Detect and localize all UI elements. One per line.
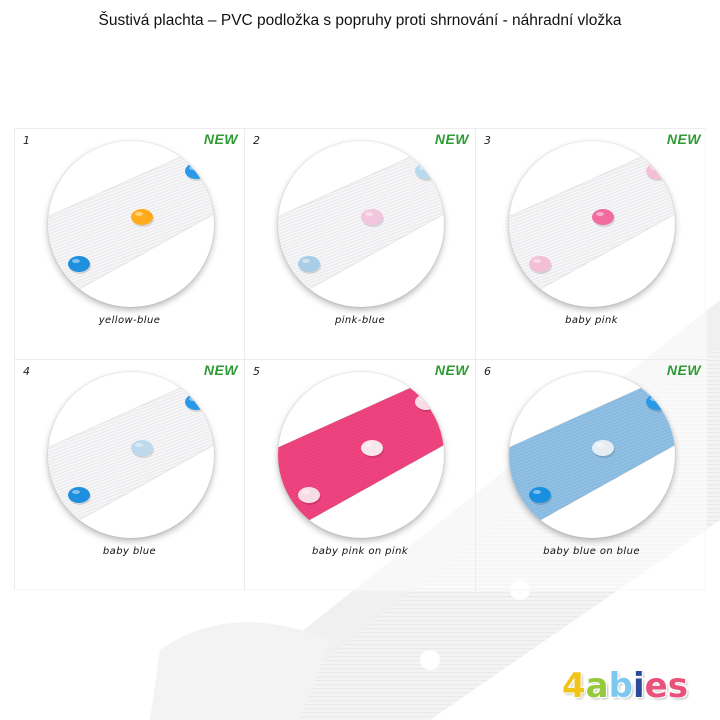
snap-back [68,487,90,503]
variant-number: 6 [484,365,491,378]
snap-front [361,440,383,456]
strap-photo [48,141,214,307]
page-title: Šustivá plachta – PVC podložka s popruhy… [98,12,622,29]
strap-photo [278,372,444,538]
snap-corner [646,394,668,410]
variant-number: 2 [253,134,260,147]
logo-letter: e [644,666,668,706]
variant-number: 4 [23,365,30,378]
new-badge: NEW [666,131,701,147]
snap-corner [415,394,437,410]
snap-front [592,209,614,225]
snap-back [298,487,320,503]
new-badge: NEW [434,362,469,378]
variant-caption: yellow-blue [98,315,161,326]
variant-caption: baby blue on blue [543,546,640,557]
snap-corner [185,394,207,410]
variant-caption: baby pink on pink [311,546,409,557]
snap-front [131,440,153,456]
variant-caption: baby blue [102,546,157,557]
strap-photo [509,141,675,307]
strap-photo [278,141,444,307]
snap-corner [185,163,207,179]
strap-photo [509,372,675,538]
variant-card-3[interactable]: 3 NEW baby pink [476,129,707,360]
snap-front [592,440,614,456]
snap-corner [415,163,437,179]
snap-back [529,487,551,503]
snap-back [68,256,90,272]
variant-number: 3 [484,134,491,147]
strap-photo [48,372,214,538]
variant-card-2[interactable]: 2 NEW pink-blue [245,129,476,360]
product-variant-grid: 1 NEW yellow-blue 2 NEW pink-blue 3 NEW baby pin… [14,128,707,591]
logo-letter: 4 [562,666,586,706]
variant-caption: baby pink [565,315,618,326]
new-badge: NEW [666,362,701,378]
4abies-logo: 4abies [562,666,702,710]
snap-back [529,256,551,272]
new-badge: NEW [203,362,238,378]
snap-front [361,209,383,225]
snap-back [298,256,320,272]
variant-number: 5 [253,365,260,378]
logo-letter: i [632,666,645,706]
variant-card-4[interactable]: 4 NEW baby blue [15,360,245,591]
snap-corner [646,163,668,179]
variant-card-1[interactable]: 1 NEW yellow-blue [15,129,245,360]
logo-letter: a [585,666,609,706]
new-badge: NEW [203,131,238,147]
snap-front [131,209,153,225]
variant-card-6[interactable]: 6 NEW baby blue on blue [476,360,707,591]
variant-caption: pink-blue [334,315,386,326]
logo-letter: s [667,666,688,706]
logo-letter: b [608,666,633,706]
variant-card-5[interactable]: 5 NEW baby pink on pink [245,360,476,591]
new-badge: NEW [434,131,469,147]
variant-number: 1 [23,134,30,147]
